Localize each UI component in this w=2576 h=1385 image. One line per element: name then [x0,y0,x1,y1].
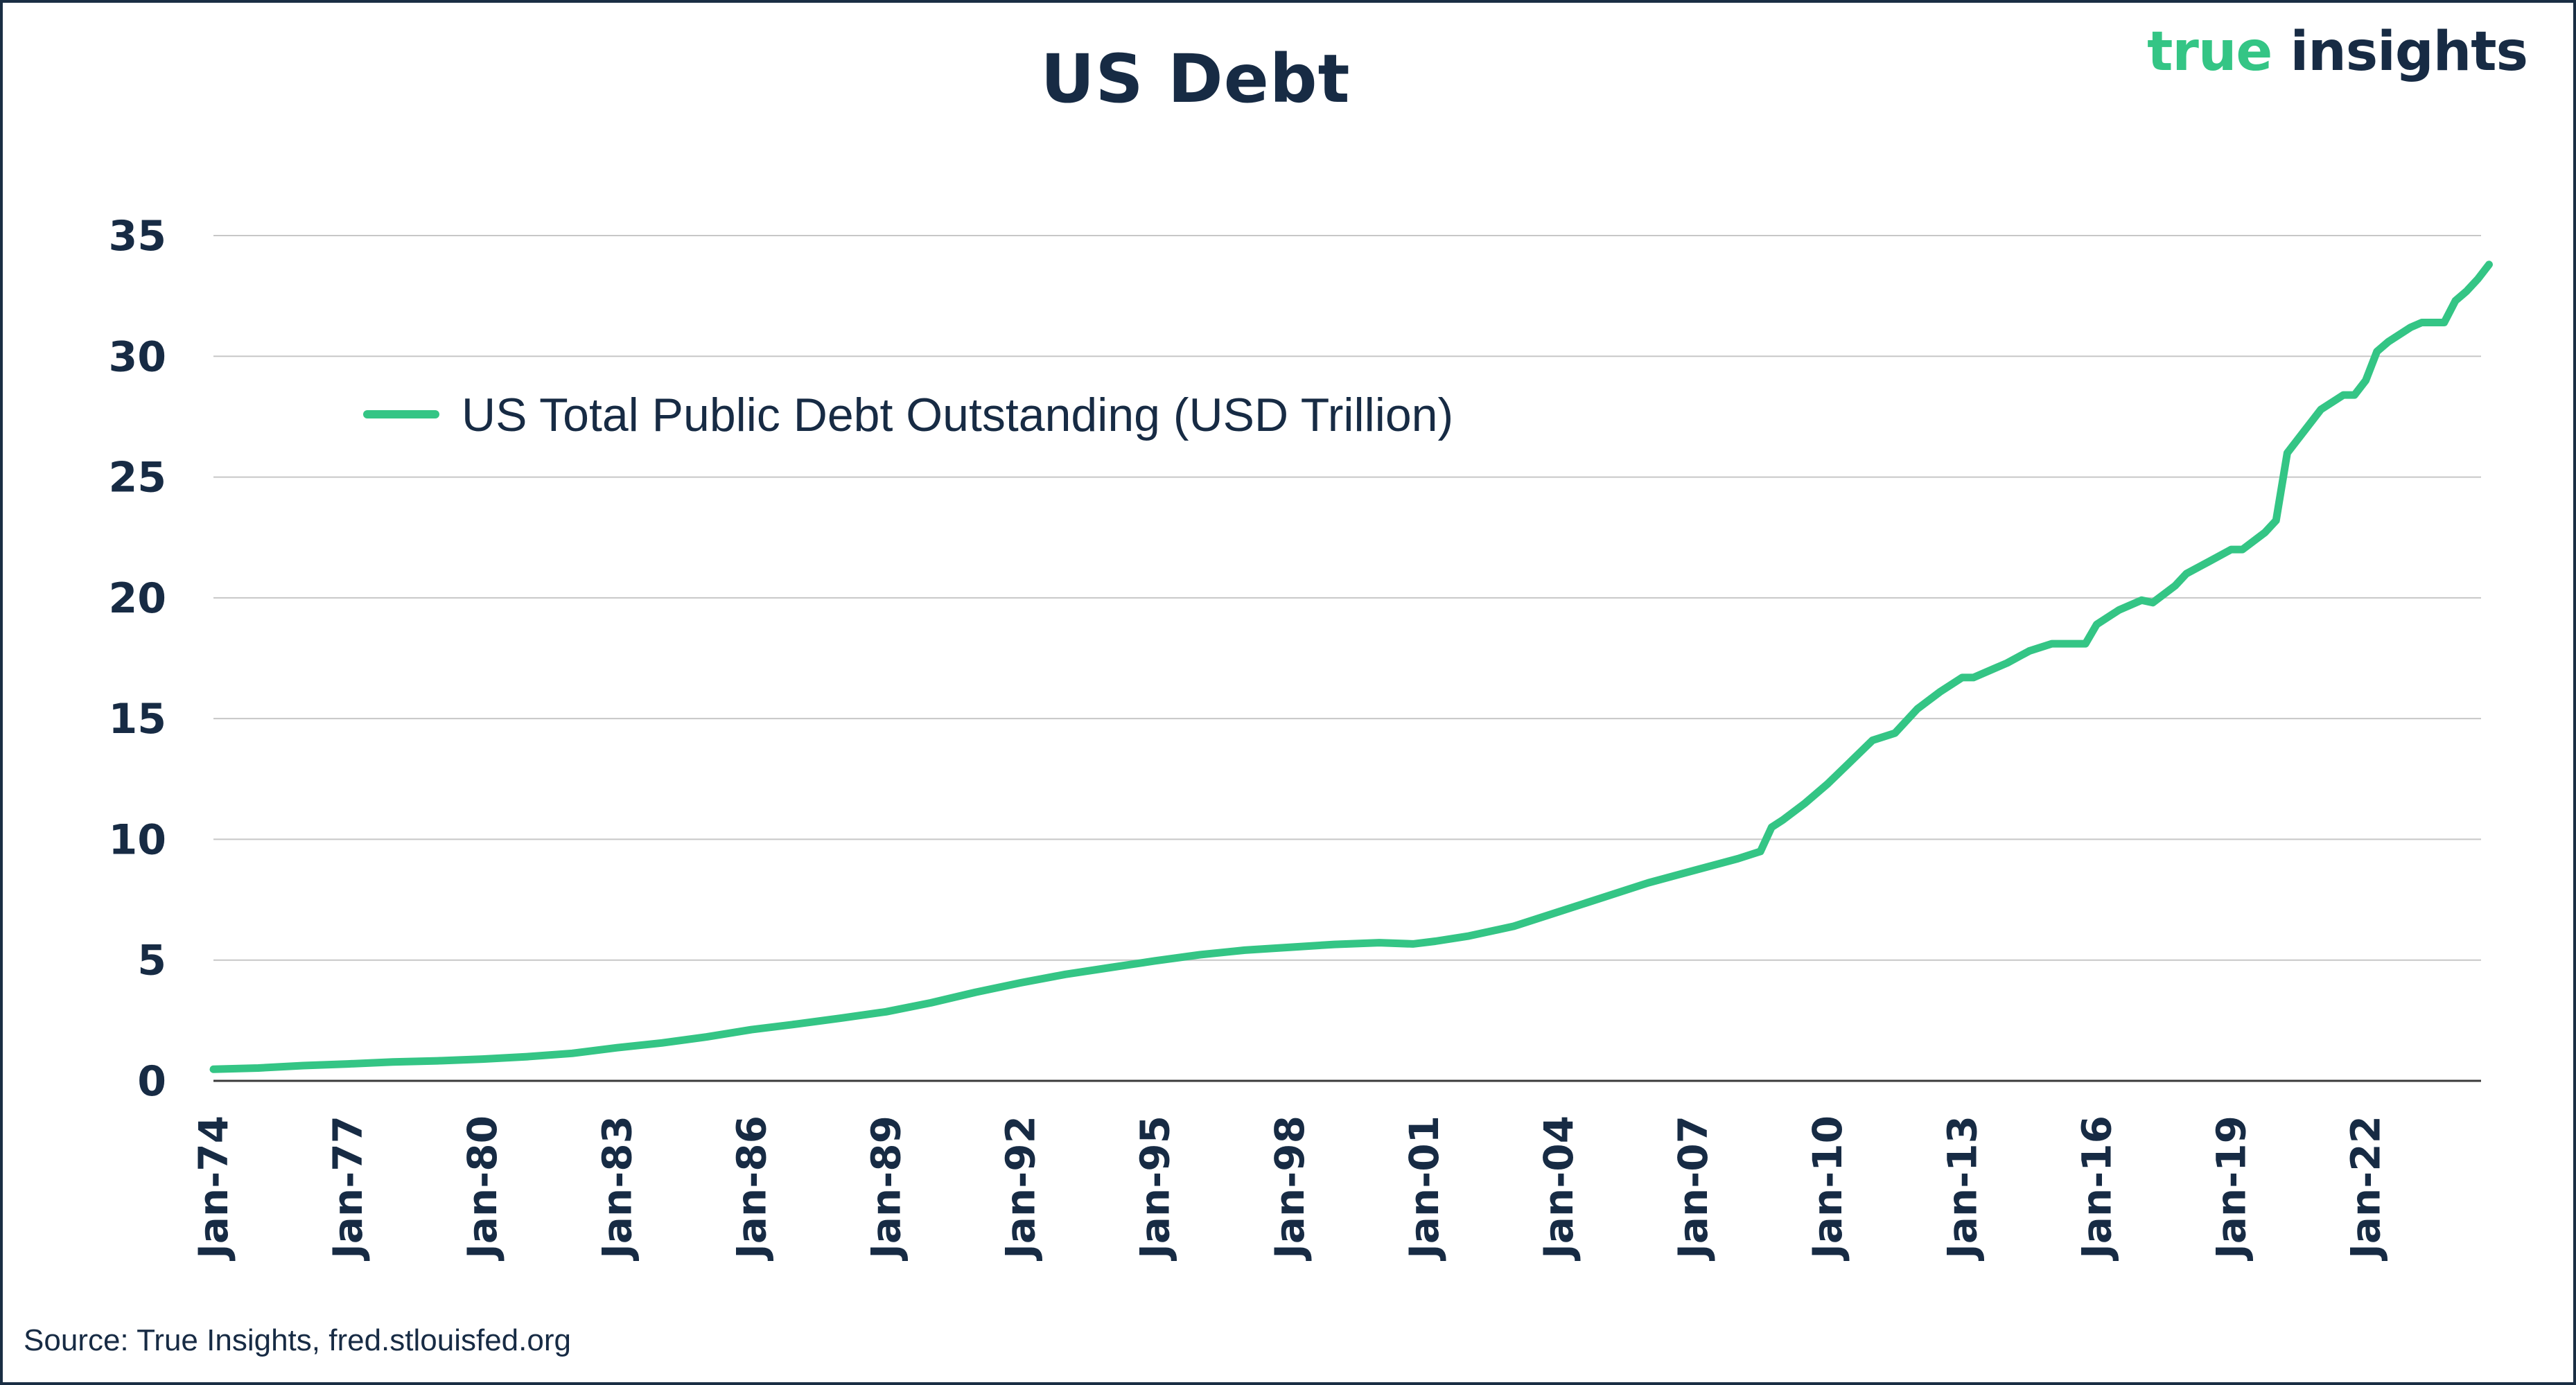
x-tick-label: Jan-10 [1804,1115,1851,1262]
y-tick-label: 0 [137,1057,166,1106]
gridlines [213,235,2481,961]
x-tick-label: Jan-13 [1938,1115,1986,1262]
legend: US Total Public Debt Outstanding (USD Tr… [363,389,1453,441]
x-tick-label: Jan-80 [459,1115,506,1262]
y-axis-ticks: 0 5 10 15 20 25 30 35 [109,212,167,1106]
x-tick-label: Jan-74 [190,1115,237,1262]
y-tick-label: 25 [109,454,167,502]
x-tick-label: Jan-19 [2208,1115,2255,1262]
x-tick-label: Jan-07 [1670,1115,1717,1262]
x-tick-label: Jan-01 [1401,1115,1448,1262]
legend-label: US Total Public Debt Outstanding (USD Tr… [462,389,1453,441]
logo-word-true: true [2147,21,2272,83]
x-tick-label: Jan-98 [1266,1115,1313,1262]
x-tick-label: Jan-86 [728,1115,775,1262]
x-tick-label: Jan-92 [997,1115,1044,1262]
x-tick-label: Jan-04 [1535,1115,1582,1262]
y-tick-label: 10 [109,815,167,864]
y-tick-label: 30 [109,333,167,381]
logo-word-insights: insights [2290,21,2528,83]
debt-series-line [209,261,2493,1073]
y-tick-label: 20 [109,574,167,623]
y-tick-label: 35 [109,212,167,261]
x-axis-ticks: Jan-74 Jan-77 Jan-80 Jan-83 Jan-86 Jan-89 Jan-… [190,1115,2390,1262]
brand-logo: true insights [2147,21,2528,83]
source-note: Source: True Insights, fred.stlouisfed.o… [24,1323,571,1357]
chart-title: US Debt [1040,40,1351,118]
x-tick-label: Jan-83 [593,1115,640,1262]
x-tick-label: Jan-89 [863,1115,910,1262]
y-tick-label: 5 [137,937,166,985]
x-tick-label: Jan-16 [2073,1115,2120,1262]
x-tick-label: Jan-77 [324,1115,371,1262]
x-tick-label: Jan-22 [2342,1115,2390,1262]
x-tick-label: Jan-95 [1132,1115,1179,1262]
y-tick-label: 15 [109,695,167,743]
